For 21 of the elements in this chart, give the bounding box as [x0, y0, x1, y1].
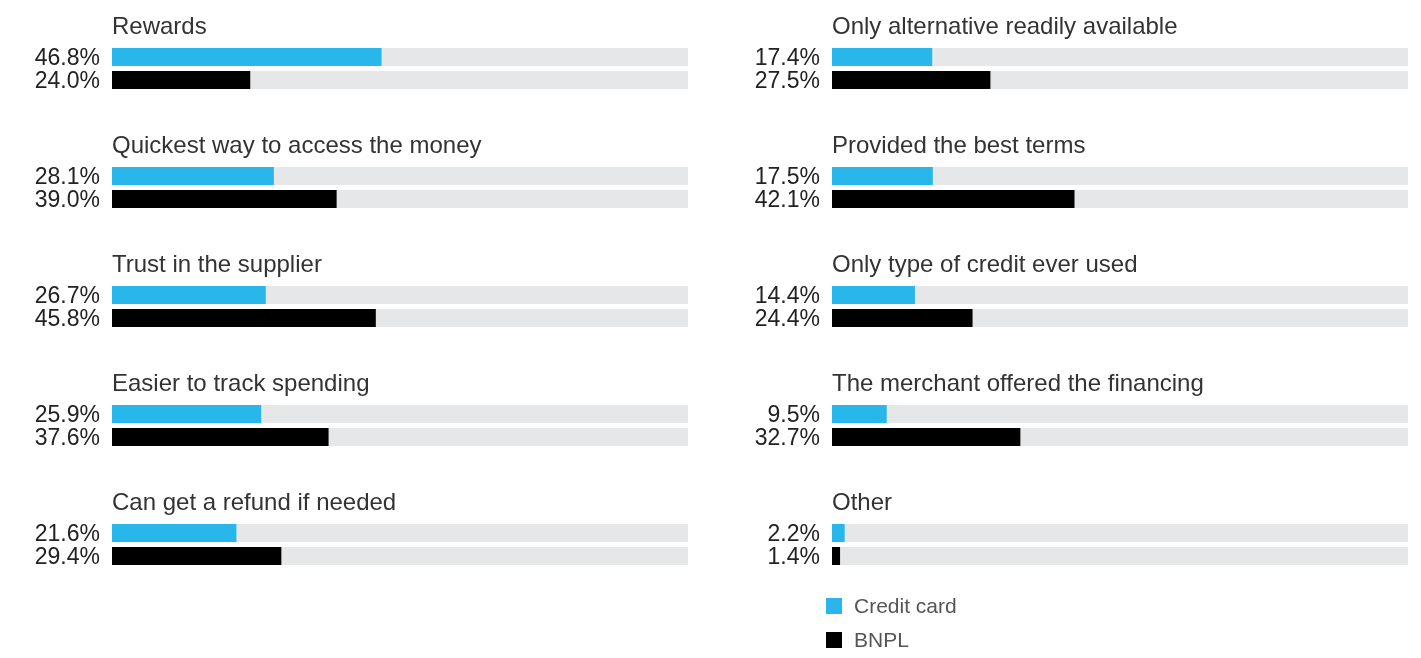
category-label: The merchant offered the financing — [832, 369, 1204, 396]
bar — [832, 167, 933, 185]
legend-label: BNPL — [854, 628, 909, 652]
bar — [832, 286, 915, 304]
category-label: Quickest way to access the money — [112, 131, 482, 158]
legend-label: Credit card — [854, 594, 957, 618]
category-label: Other — [832, 488, 893, 515]
category-label: Easier to track spending — [112, 369, 370, 396]
category-label: Trust in the supplier — [112, 250, 322, 277]
category-label: Can get a refund if needed — [112, 488, 397, 515]
bar — [832, 405, 887, 423]
category-label: Only type of credit ever used — [832, 250, 1138, 277]
category-label: Rewards — [112, 12, 207, 39]
bar — [832, 547, 841, 565]
bar — [832, 48, 933, 66]
bar — [112, 71, 251, 89]
category-label: Provided the best terms — [832, 131, 1086, 158]
bar — [112, 524, 237, 542]
bar — [832, 524, 845, 542]
bar — [832, 309, 973, 327]
category-label: Only alternative readily available — [832, 12, 1178, 39]
